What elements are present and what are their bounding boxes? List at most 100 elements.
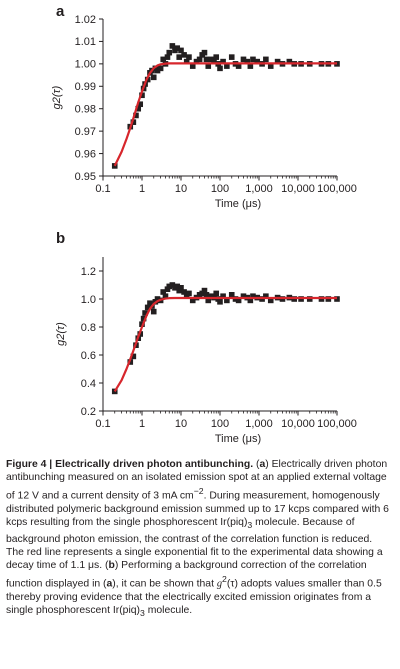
caption-text: . During measurement, homogenously distr… — [6, 490, 389, 529]
data-point — [244, 58, 251, 65]
data-point — [263, 293, 269, 299]
x-tick-label: 10 — [175, 418, 187, 430]
data-point — [220, 293, 226, 299]
data-point — [220, 58, 226, 65]
data-point — [263, 56, 269, 63]
data-point — [213, 54, 220, 60]
data-point — [144, 304, 151, 311]
x-tick-label: 0.1 — [95, 183, 110, 195]
y-axis-label: g2(τ) — [51, 85, 63, 109]
caption-text: adopts values smaller than 0.5 thereby p… — [6, 578, 382, 617]
data-point — [203, 292, 210, 298]
data-point — [189, 297, 196, 304]
data-point — [213, 290, 220, 297]
data-point — [205, 63, 212, 69]
data-point — [205, 297, 212, 304]
caption-subscript: 3 — [140, 608, 145, 619]
y-tick-label: 0.4 — [81, 378, 96, 390]
y-tick-label: 0.95 — [75, 171, 96, 183]
figure-caption: Figure 4 | Electrically driven photon an… — [6, 459, 389, 619]
data-point — [199, 290, 206, 297]
data-point — [267, 297, 274, 304]
data-point — [240, 56, 247, 63]
data-point — [217, 65, 223, 72]
data-point — [157, 65, 164, 72]
data-point — [193, 58, 200, 65]
caption-part-a-marker: a — [259, 459, 266, 470]
y-tick-label: 0.2 — [81, 406, 96, 418]
data-point — [228, 54, 235, 60]
x-tick-label: 1,000 — [245, 418, 273, 430]
y-axis-label: g2(τ) — [55, 322, 67, 346]
x-tick-label: 1,000 — [245, 183, 273, 195]
x-tick-label: 100,000 — [317, 418, 357, 430]
data-point — [139, 92, 145, 99]
data-point — [181, 52, 187, 58]
caption-tau: (τ) — [226, 578, 238, 590]
panel-label: a — [56, 3, 65, 20]
caption-label: Figure 4 | Electrically driven photon an… — [6, 459, 254, 470]
caption-g-superscript: 2 — [222, 573, 227, 584]
data-point — [247, 297, 254, 304]
data-point — [235, 297, 242, 304]
data-point — [166, 49, 173, 56]
data-point — [196, 56, 203, 63]
x-axis-label: Time (μs) — [215, 198, 261, 210]
data-point — [178, 285, 184, 291]
y-tick-label: 0.96 — [75, 148, 96, 160]
data-point — [267, 63, 274, 69]
caption-g-symbol: g — [216, 578, 223, 590]
data-point — [183, 58, 190, 65]
y-tick-label: 1.00 — [75, 59, 96, 71]
data-point — [240, 293, 247, 299]
caption-text: molecule. Because of background photon e… — [6, 517, 383, 572]
data-point — [169, 43, 176, 49]
data-point — [150, 308, 157, 315]
data-point — [201, 287, 208, 294]
x-tick-label: 0.1 — [95, 418, 110, 430]
data-point — [181, 289, 187, 295]
y-tick-label: 1.0 — [81, 294, 96, 306]
data-point — [137, 101, 144, 108]
caption-subscript: 3 — [247, 520, 253, 531]
data-point — [176, 54, 183, 60]
caption-ref-a: a — [106, 578, 113, 590]
data-point — [164, 286, 171, 292]
x-tick-label: 1 — [139, 183, 145, 195]
data-point — [250, 293, 256, 299]
y-tick-label: 0.6 — [81, 350, 96, 362]
data-point — [150, 74, 157, 81]
x-tick-label: 1 — [139, 418, 145, 430]
fit-line — [113, 62, 337, 167]
caption-text: Electrically driven photon antibunching … — [6, 459, 388, 502]
data-point — [235, 63, 242, 69]
data-point — [254, 58, 261, 65]
caption-text: ), it can be shown that — [112, 578, 217, 590]
x-tick-label: 10 — [175, 183, 187, 195]
data-point — [166, 283, 173, 290]
data-point — [135, 105, 142, 112]
y-tick-label: 1.2 — [81, 266, 96, 278]
y-tick-label: 0.99 — [75, 81, 96, 93]
data-point — [154, 296, 161, 302]
data-point — [130, 119, 137, 125]
data-point — [140, 315, 147, 322]
data-point — [133, 112, 139, 119]
y-tick-label: 1.02 — [75, 14, 96, 26]
data-point — [224, 63, 230, 69]
data-point — [178, 47, 184, 54]
chart-panel-b: b 0.2 0.4 0.6 0.8 1.0 1.2 0.1 1 10 100 1,000 10,000 1… — [55, 230, 357, 445]
data-point — [174, 45, 181, 51]
fit-line — [113, 296, 337, 392]
data-point — [154, 67, 161, 74]
data-point — [186, 54, 192, 60]
data-point — [201, 49, 208, 56]
data-point — [142, 310, 148, 316]
data-point — [247, 63, 254, 69]
y-tick-label: 0.97 — [75, 126, 96, 138]
data-point — [274, 58, 281, 65]
data-point — [162, 293, 169, 299]
data-point — [130, 353, 137, 360]
chart-panel-a: a 0.95 0.96 0.97 0.98 0.99 1.00 1.01 1.02 0.1 1 10 1… — [51, 3, 357, 210]
data-point — [224, 297, 230, 304]
